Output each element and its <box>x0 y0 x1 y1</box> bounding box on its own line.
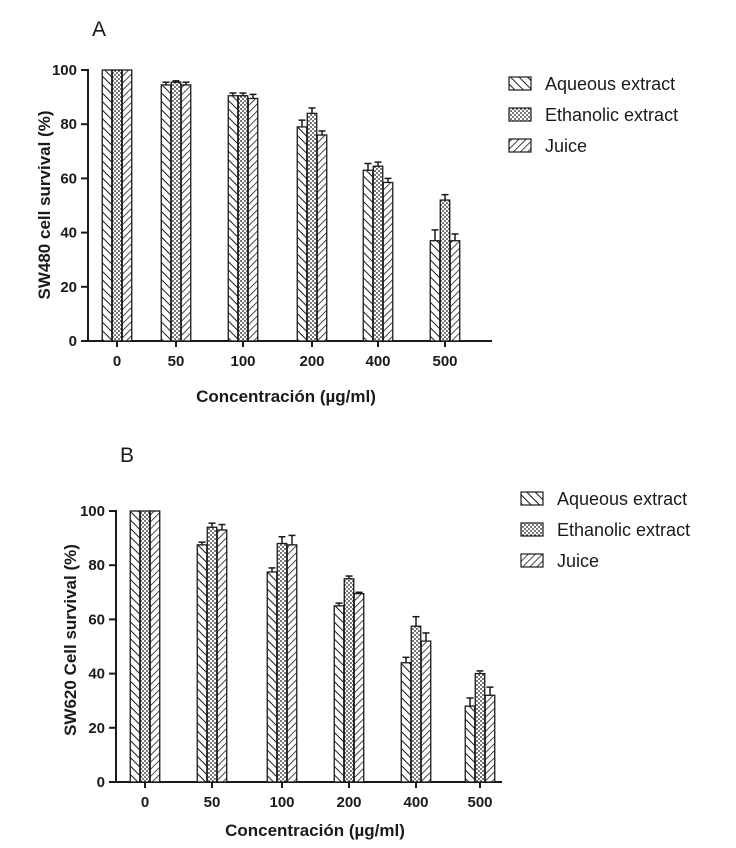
legend: Aqueous extract Ethanolic extract Juice <box>508 74 678 156</box>
x-tick-label: 100 <box>269 794 294 811</box>
bar <box>316 134 328 342</box>
bar <box>484 694 496 783</box>
legend-label: Ethanolic extract <box>557 520 690 540</box>
legend-swatch <box>508 107 532 122</box>
bar <box>160 84 172 342</box>
x-tick-label: 200 <box>336 794 361 811</box>
x-axis-title: Concentración (µg/ml) <box>196 387 376 406</box>
y-tick-label: 40 <box>60 225 77 242</box>
bar <box>247 97 259 342</box>
legend: Aqueous extract Ethanolic extract Juice <box>520 489 690 571</box>
legend-label: Juice <box>557 551 599 571</box>
y-tick-label: 20 <box>60 279 77 296</box>
bar <box>180 84 192 342</box>
bar <box>101 69 113 342</box>
legend-label: Ethanolic extract <box>545 105 678 125</box>
legend-swatch <box>520 553 544 568</box>
bar <box>149 510 161 783</box>
x-axis-title: Concentración (µg/ml) <box>225 821 405 840</box>
bar <box>121 69 133 342</box>
y-tick-label: 60 <box>88 611 105 628</box>
y-tick-label: 100 <box>80 503 105 520</box>
y-tick-label: 20 <box>88 720 105 737</box>
bar <box>464 705 476 783</box>
bar <box>196 544 208 783</box>
bar <box>170 81 182 342</box>
bar <box>216 529 228 783</box>
bar <box>420 640 432 783</box>
x-tick-label: 0 <box>113 353 121 370</box>
bar <box>286 544 298 783</box>
bar <box>237 95 249 342</box>
bar <box>439 199 451 342</box>
chart-panel-b: B 0 20 40 60 80 100 0 50 100 200 400 500 Concentració… <box>61 444 690 840</box>
bar <box>362 169 374 342</box>
y-tick-label: 0 <box>97 774 105 791</box>
bar <box>266 571 278 783</box>
bar <box>139 510 151 783</box>
bar <box>382 181 394 342</box>
y-axis-title: SW620 Cell survival (%) <box>61 544 80 736</box>
x-tick-label: 400 <box>403 794 428 811</box>
legend-swatch <box>520 491 544 506</box>
bar <box>111 69 123 342</box>
x-tick-label: 50 <box>204 794 221 811</box>
legend-swatch <box>508 138 532 153</box>
x-tick-label: 400 <box>365 353 390 370</box>
y-tick-label: 80 <box>60 116 77 133</box>
bar <box>306 112 318 342</box>
bar <box>353 593 365 783</box>
panel-label: B <box>120 444 134 467</box>
bar <box>129 510 141 783</box>
bar <box>449 240 461 342</box>
y-tick-label: 0 <box>69 333 77 350</box>
x-tick-label: 200 <box>299 353 324 370</box>
x-tick-label: 500 <box>467 794 492 811</box>
bar <box>227 95 239 342</box>
x-tick-label: 50 <box>168 353 185 370</box>
y-tick-label: 80 <box>88 557 105 574</box>
y-tick-label: 100 <box>52 62 77 79</box>
legend-label: Aqueous extract <box>545 74 675 94</box>
y-tick-label: 40 <box>88 666 105 683</box>
x-tick-label: 0 <box>141 794 149 811</box>
bar <box>276 542 288 783</box>
legend-swatch <box>508 76 532 91</box>
bar <box>206 526 218 783</box>
legend-label: Aqueous extract <box>557 489 687 509</box>
bar <box>343 578 355 783</box>
legend-label: Juice <box>545 136 587 156</box>
y-axis-title: SW480 cell survival (%) <box>35 111 54 300</box>
bar <box>474 672 486 783</box>
x-tick-label: 100 <box>230 353 255 370</box>
chart-panel-a: A 0 20 40 60 80 100 0 50 100 200 400 500 Concentració… <box>35 18 678 406</box>
bar <box>400 662 412 783</box>
panel-label: A <box>92 18 106 41</box>
bar <box>429 240 441 342</box>
bar <box>296 126 308 342</box>
bar <box>410 625 422 783</box>
legend-swatch <box>520 522 544 537</box>
bar <box>333 605 345 783</box>
y-tick-label: 60 <box>60 170 77 187</box>
bar <box>372 165 384 342</box>
x-tick-label: 500 <box>432 353 457 370</box>
